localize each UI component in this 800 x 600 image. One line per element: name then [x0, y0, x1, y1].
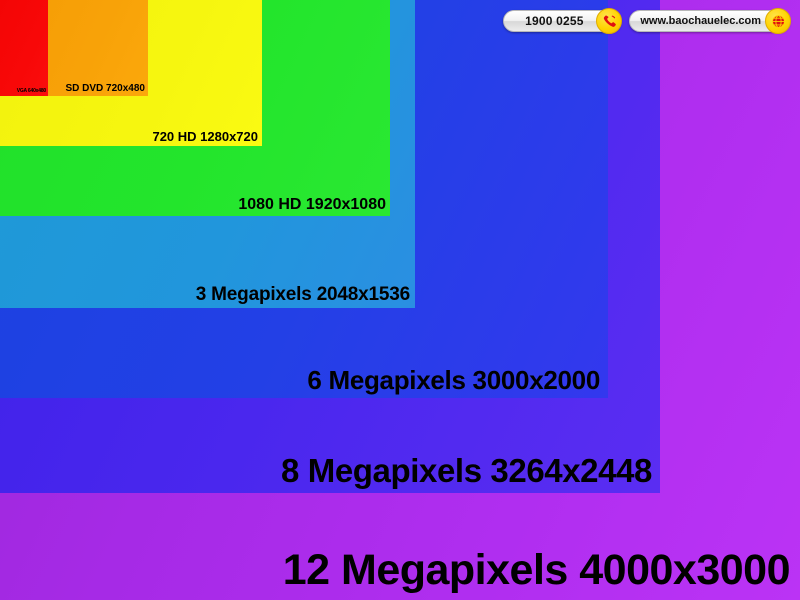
- rect-720hd-label: 720 HD 1280x720: [152, 129, 258, 144]
- rect-8mp-label: 8 Megapixels 3264x2448: [281, 452, 652, 489]
- rect-sd-dvd-label: SD DVD 720x480: [65, 83, 146, 94]
- website-badge[interactable]: www.baochauelec.com: [629, 8, 791, 34]
- globe-icon: [765, 8, 791, 34]
- contact-badges: 1900 0255 www.baochauelec.com: [503, 8, 791, 34]
- rect-12mp-label: 12 Megapixels 4000x3000: [282, 546, 791, 594]
- rect-6mp-label: 6 Megapixels 3000x2000: [307, 365, 600, 395]
- rect-vga-label: VGA 640x480: [16, 88, 47, 94]
- rect-3mp-label: 3 Megapixels 2048x1536: [195, 284, 410, 305]
- rect-vga: VGA 640x480: [0, 0, 48, 96]
- website-url-text: www.baochauelec.com: [640, 14, 761, 27]
- phone-badge[interactable]: 1900 0255: [503, 8, 623, 34]
- phone-number-text: 1900 0255: [525, 14, 584, 28]
- rect-1080hd-label: 1080 HD 1920x1080: [238, 196, 386, 213]
- phone-icon: [596, 8, 623, 34]
